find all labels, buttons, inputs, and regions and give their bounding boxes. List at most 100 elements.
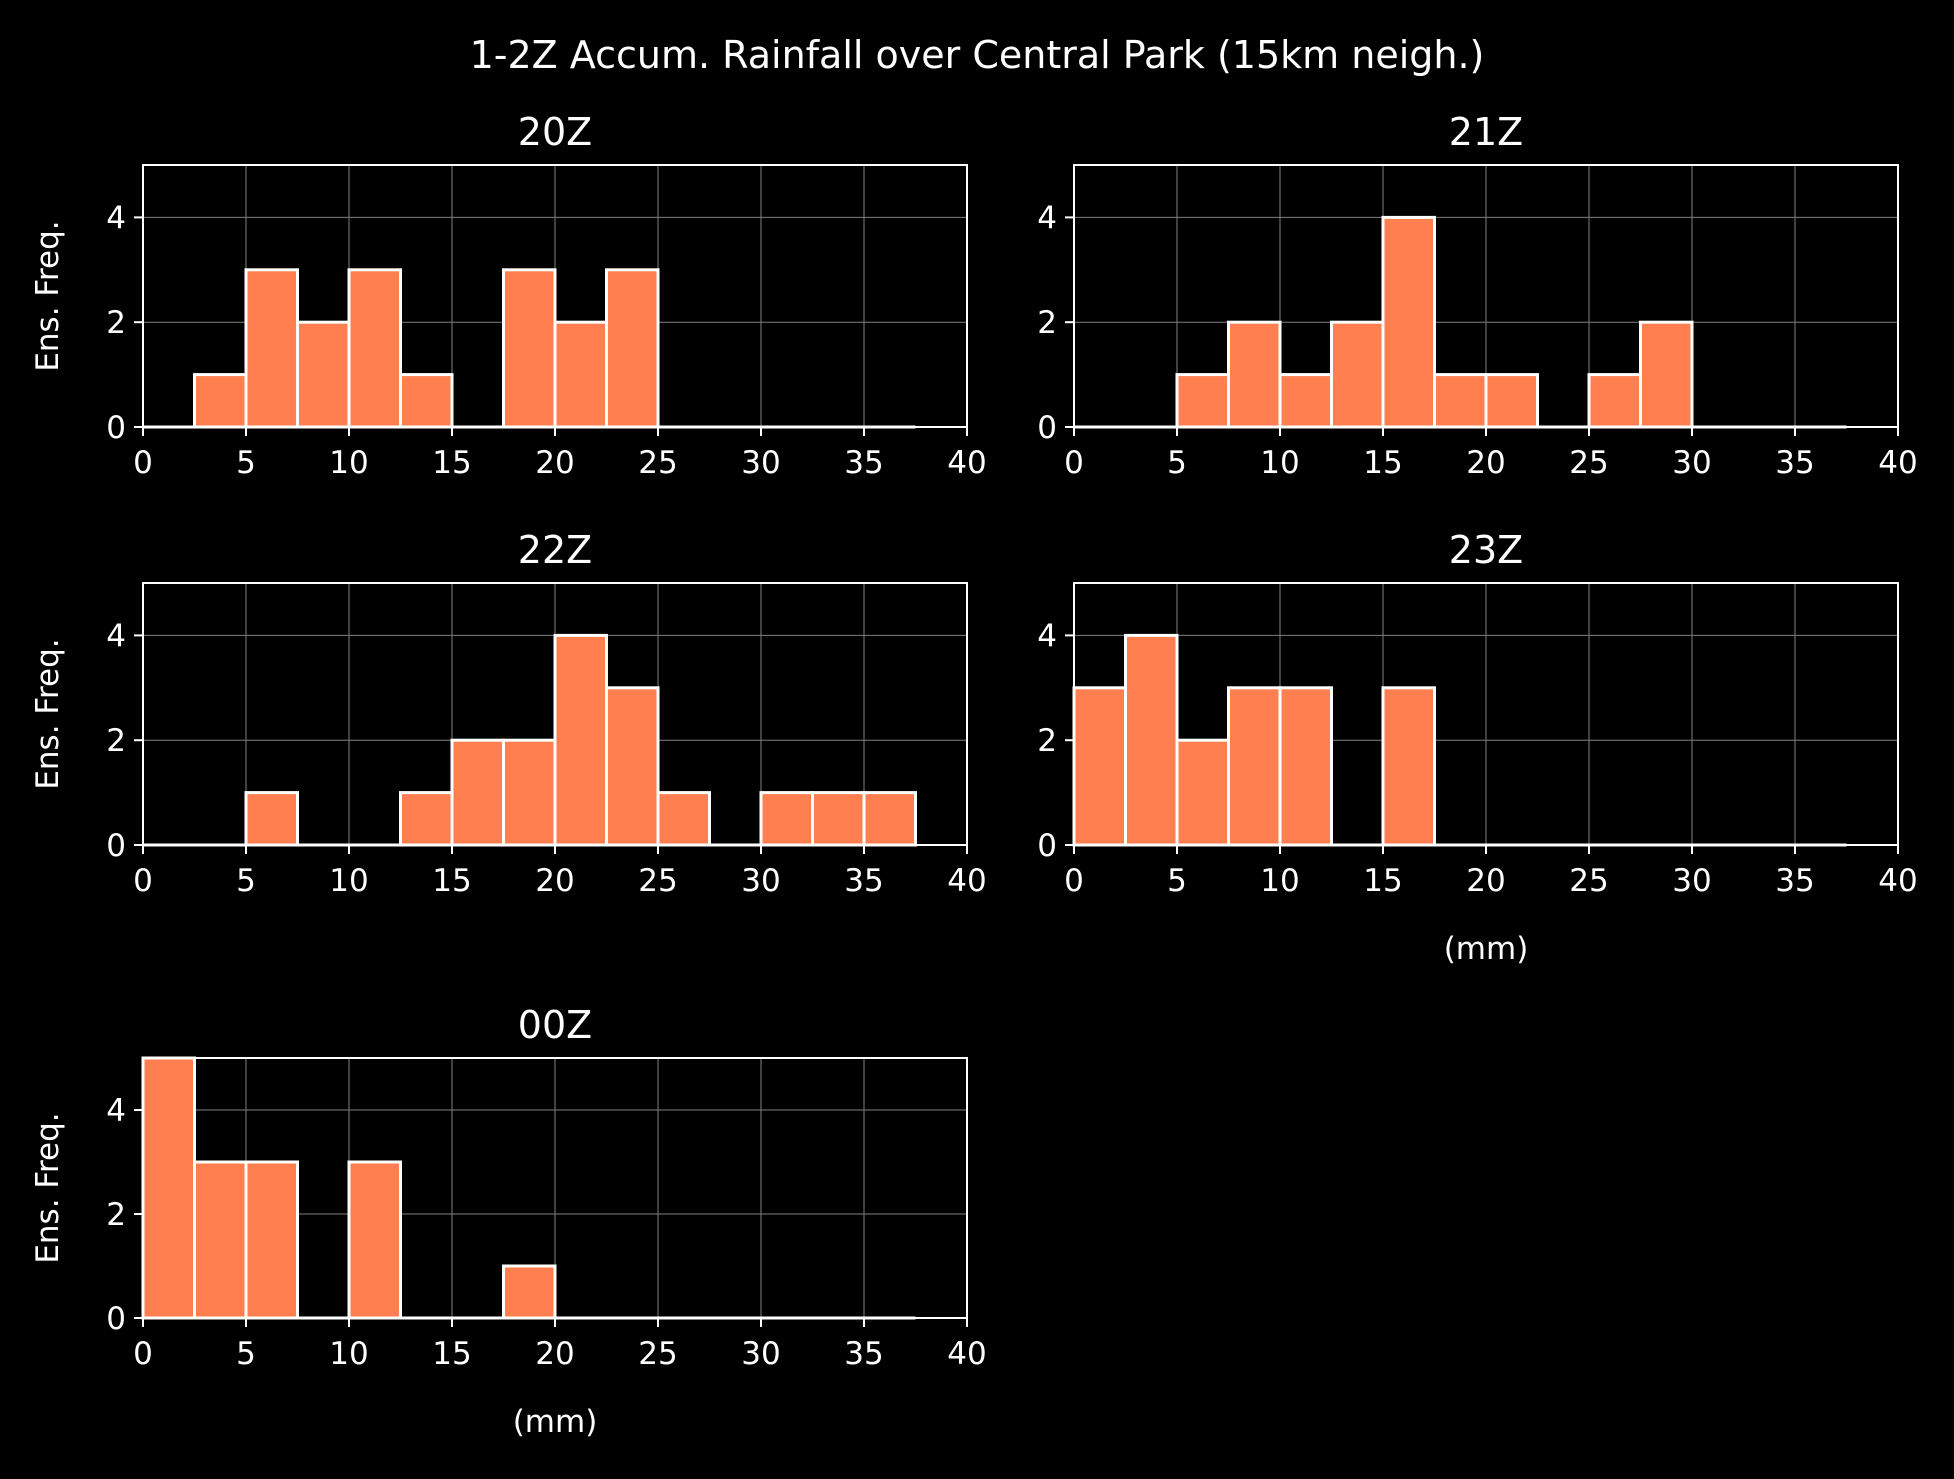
histogram-bar [1330, 320, 1385, 429]
x-tick-label: 5 [236, 445, 256, 481]
x-tick-label: 20 [1466, 863, 1505, 899]
x-tick-label: 15 [1363, 863, 1402, 899]
x-tick-label: 25 [1569, 445, 1608, 481]
x-tick-label: 5 [1167, 863, 1187, 899]
y-axis-label: Ens. Freq. [30, 220, 66, 371]
x-tick-label: 40 [947, 1336, 986, 1372]
x-tick-label: 5 [1167, 445, 1187, 481]
x-tick-label: 10 [329, 445, 368, 481]
x-axis-label: (mm) [513, 1404, 598, 1440]
x-tick-label: 10 [329, 1336, 368, 1372]
x-tick-label: 40 [1878, 445, 1917, 481]
x-tick-label: 20 [535, 863, 574, 899]
y-tick-label: 4 [1037, 200, 1057, 236]
histogram-bar [1175, 373, 1230, 429]
x-tick-label: 10 [1260, 445, 1299, 481]
histogram-bar [502, 268, 557, 429]
x-tick-label: 0 [133, 445, 153, 481]
histogram-bar [1639, 320, 1694, 429]
y-axis-label: Ens. Freq. [30, 1112, 66, 1263]
y-tick-label: 2 [1037, 723, 1057, 759]
histogram-bar [605, 268, 660, 429]
x-tick-label: 5 [236, 1336, 256, 1372]
x-tick-label: 15 [1363, 445, 1402, 481]
subplot-title: 23Z [1449, 528, 1523, 572]
x-tick-label: 0 [1064, 863, 1084, 899]
histogram-bar [502, 1264, 557, 1320]
histogram-bar [1278, 686, 1333, 847]
x-tick-label: 35 [1775, 863, 1814, 899]
x-tick-label: 30 [1672, 863, 1711, 899]
histogram-bar [399, 791, 454, 847]
y-tick-label: 0 [106, 828, 126, 864]
y-tick-label: 0 [106, 410, 126, 446]
x-tick-label: 35 [1775, 445, 1814, 481]
x-tick-label: 40 [947, 863, 986, 899]
panel-00z: 0 5 10 15 20 25 30 35 40 0 2 4 00Z Ens. Freq. (mm) [30, 1003, 987, 1440]
histogram-bar [244, 268, 299, 429]
x-tick-label: 15 [432, 445, 471, 481]
x-tick-label: 0 [1064, 445, 1084, 481]
x-tick-label: 0 [133, 1336, 153, 1372]
x-tick-label: 10 [329, 863, 368, 899]
histogram-bar [553, 320, 608, 429]
x-tick-label: 0 [133, 863, 153, 899]
panel-20z: 0 5 10 15 20 25 30 35 40 0 2 4 20Z Ens. Freq. [30, 110, 987, 481]
x-tick-label: 10 [1260, 863, 1299, 899]
histogram-bar [244, 791, 299, 847]
y-axis-label: Ens. Freq. [30, 638, 66, 789]
histogram-bar [347, 1160, 402, 1320]
histogram-bar [1278, 373, 1333, 429]
y-tick-label: 2 [106, 1197, 126, 1233]
histogram-bar [141, 1056, 196, 1320]
x-tick-label: 5 [236, 863, 256, 899]
histogram-bar [1227, 686, 1282, 847]
x-tick-label: 40 [1878, 863, 1917, 899]
histogram-bar [1381, 215, 1436, 429]
histogram-bar [450, 738, 505, 847]
histogram-bar [296, 320, 351, 429]
y-tick-label: 2 [106, 305, 126, 341]
y-tick-label: 0 [1037, 410, 1057, 446]
histogram-bar [811, 791, 866, 847]
subplot-title: 20Z [518, 110, 592, 154]
histogram-bar [1484, 373, 1539, 429]
figure-suptitle: 1-2Z Accum. Rainfall over Central Park (… [470, 33, 1485, 77]
histogram-bar [1227, 320, 1282, 429]
histogram-bar [193, 373, 248, 429]
x-tick-label: 30 [1672, 445, 1711, 481]
histogram-bar [1381, 686, 1436, 847]
y-tick-label: 0 [1037, 828, 1057, 864]
x-tick-label: 25 [1569, 863, 1608, 899]
y-tick-label: 0 [106, 1301, 126, 1337]
histogram-bar [244, 1160, 299, 1320]
histogram-bar [1175, 738, 1230, 847]
subplot-title: 00Z [518, 1003, 592, 1047]
histogram-bar [553, 633, 608, 847]
y-tick-label: 4 [106, 1093, 126, 1129]
x-tick-label: 25 [638, 445, 677, 481]
y-tick-label: 2 [106, 723, 126, 759]
histogram-bar [759, 791, 814, 847]
histogram-bar [193, 1160, 248, 1320]
y-tick-label: 2 [1037, 305, 1057, 341]
x-tick-label: 25 [638, 863, 677, 899]
panel-21z: 0 5 10 15 20 25 30 35 40 0 2 4 21Z [1037, 110, 1917, 481]
x-tick-label: 30 [741, 1336, 780, 1372]
y-tick-label: 4 [106, 200, 126, 236]
x-tick-label: 35 [844, 1336, 883, 1372]
histogram-bar [656, 791, 711, 847]
histogram-bar [347, 268, 402, 429]
x-tick-label: 20 [535, 445, 574, 481]
x-tick-label: 20 [1466, 445, 1505, 481]
x-tick-label: 15 [432, 1336, 471, 1372]
histogram-bar [862, 791, 917, 847]
subplot-title: 22Z [518, 528, 592, 572]
panel-23z: 0 5 10 15 20 25 30 35 40 0 2 4 23Z (mm) [1037, 528, 1917, 967]
x-tick-label: 35 [844, 863, 883, 899]
x-tick-label: 35 [844, 445, 883, 481]
histogram-bar [399, 373, 454, 429]
